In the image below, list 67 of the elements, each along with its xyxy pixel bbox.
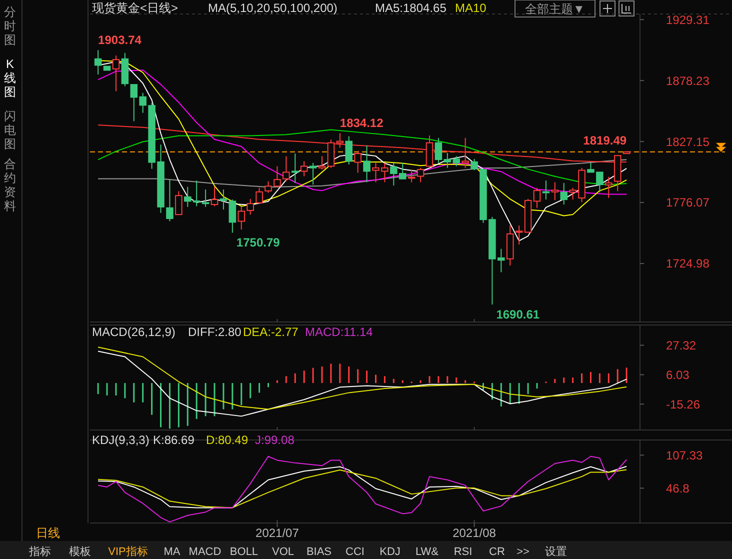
text: MACD <box>188 546 222 558</box>
annotation: D:80.49 <box>206 433 248 447</box>
text: KDJ <box>380 546 400 558</box>
text: 设置 <box>545 546 567 558</box>
annotation: 1690.61 <box>496 308 540 322</box>
annotation: MA(5,10,20,50,100,200) <box>208 1 338 15</box>
annotation: 1750.79 <box>236 236 280 250</box>
text: 日线 <box>36 526 60 540</box>
y-tick-label: -15.26 <box>666 397 700 412</box>
candlestick <box>560 182 568 206</box>
text: >> <box>516 546 530 558</box>
annotation: DEA:-2.77 <box>243 325 299 339</box>
annotation: 1903.74 <box>98 33 142 48</box>
candlestick <box>300 160 308 177</box>
text: CR <box>489 546 505 558</box>
annotation: 全部主题▼ <box>525 2 585 16</box>
annotation: 1819.49 <box>583 134 627 148</box>
annotation: MACD(26,12,9) <box>92 325 176 339</box>
candlestick <box>434 137 442 164</box>
candlestick <box>291 153 299 184</box>
text: 模板 <box>69 546 91 558</box>
y-tick-label: 46.8 <box>666 481 690 496</box>
annotation: MACD:11.14 <box>305 325 374 339</box>
x-tick-label: 2021/07 <box>256 526 300 540</box>
line-series <box>98 346 628 410</box>
line-series <box>98 350 628 417</box>
text: BOLL <box>230 546 258 558</box>
y-tick-label: 1929.31 <box>666 12 710 27</box>
candlestick <box>94 50 102 76</box>
text: RSI <box>454 546 472 558</box>
text: LW& <box>415 546 440 558</box>
text: 合约资料 <box>4 157 16 213</box>
annotation: J:99.08 <box>255 433 295 447</box>
annotation: K:86.69 <box>153 433 195 447</box>
line-series <box>98 129 628 186</box>
y-tick-label: 1776.07 <box>666 196 710 210</box>
annotation: DIFF:2.80 <box>188 325 242 339</box>
text: 指标 <box>28 546 51 558</box>
text: 闪电图 <box>4 109 16 151</box>
annotation: MA5:1804.65 <box>375 1 447 15</box>
y-tick-label: 6.03 <box>666 368 690 382</box>
candlestick <box>345 136 353 166</box>
annotation: 现货黄金<日线> <box>92 1 178 15</box>
y-tick-label: 27.32 <box>666 338 696 352</box>
text: MA <box>164 546 181 558</box>
candlestick <box>551 182 559 201</box>
x-tick-label: 2021/08 <box>452 526 496 540</box>
y-tick-label: 107.33 <box>666 448 704 462</box>
line-series <box>98 456 628 522</box>
annotation: 1834.12 <box>340 116 384 130</box>
candlestick <box>220 188 228 210</box>
y-tick-label: 1878.23 <box>666 74 710 88</box>
text: 分时图 <box>4 5 16 47</box>
candlestick <box>622 151 630 154</box>
candlestick <box>103 66 111 71</box>
text: VOL <box>272 546 294 558</box>
candlestick <box>363 145 370 183</box>
text: K线图 <box>4 57 16 99</box>
annotation: KDJ(9,3,3) <box>92 433 150 447</box>
text: VIP指标 <box>108 546 148 558</box>
text: CCI <box>346 546 364 558</box>
candlestick <box>515 225 523 246</box>
annotation: MA10 <box>455 1 487 15</box>
text: BIAS <box>306 546 332 558</box>
candlestick <box>605 176 612 198</box>
y-tick-label: 1724.98 <box>666 256 710 271</box>
y-tick-label: 1827.15 <box>666 134 710 149</box>
